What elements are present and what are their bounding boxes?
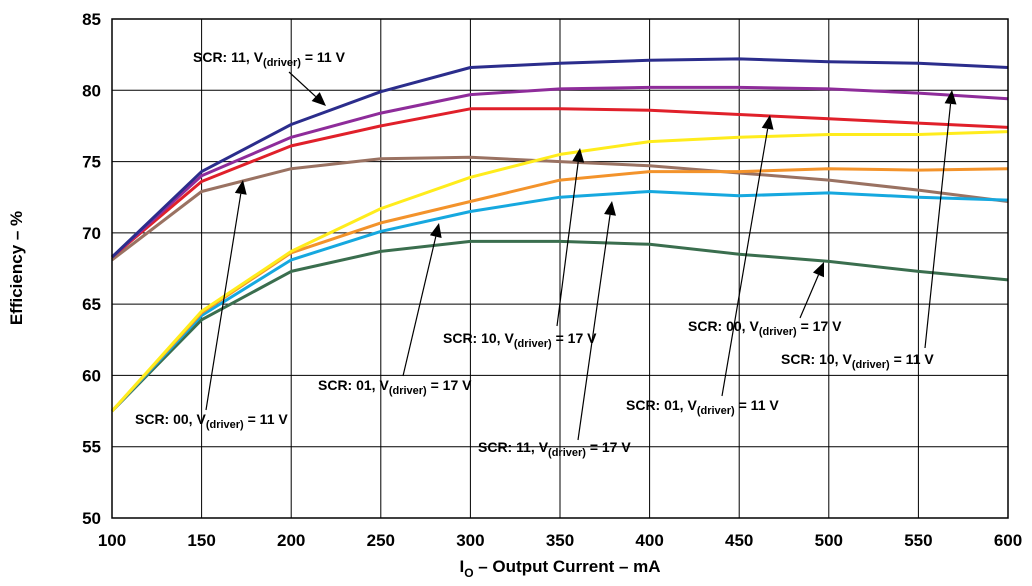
grid [111, 18, 1009, 519]
series-annotation-label: SCR: 00, V(driver) = 17 V [688, 318, 842, 338]
x-tick-label: 150 [187, 531, 215, 550]
series-annotation-label: SCR: 10, V(driver) = 11 V [781, 351, 934, 371]
arrowhead-icon [311, 92, 326, 106]
series-lines [110, 57, 1009, 413]
arrowhead-icon [812, 262, 824, 278]
annotation-leader-line [288, 71, 317, 97]
arrowhead-icon [604, 201, 616, 216]
arrowhead-icon [761, 115, 774, 130]
y-tick-label: 85 [82, 10, 101, 29]
arrowhead-icon [572, 148, 585, 163]
arrowhead-icon [234, 180, 247, 195]
annotation-leader-line [799, 274, 820, 319]
y-tick-label: 55 [82, 438, 101, 457]
annotation-labels: SCR: 11, V(driver) = 11 V SCR: 10, V(driv… [135, 49, 934, 459]
arrowhead-icon [944, 90, 957, 105]
annotation-leader-line [556, 161, 579, 327]
series-line [110, 85, 1009, 259]
arrowhead-icon [429, 223, 442, 239]
y-tick-label: 75 [82, 153, 101, 172]
x-tick-label: 400 [635, 531, 663, 550]
x-axis-title-sub: O [464, 566, 473, 580]
series-line [111, 155, 1009, 262]
annotation-leader-line [924, 103, 952, 349]
tick-labels: 100 150 200 250 300 350 400 450 500 550 600 50 55 60 6… [82, 10, 1022, 550]
plot-frame [111, 18, 1009, 519]
series-annotation-label: SCR: 11, V(driver) = 11 V [193, 49, 346, 69]
annotation-leader-line [205, 193, 242, 411]
x-axis-title-main: I [459, 557, 464, 576]
annotation-leader-line [577, 214, 611, 441]
x-tick-label: 600 [994, 531, 1022, 550]
x-tick-label: 200 [277, 531, 305, 550]
x-tick-label: 550 [904, 531, 932, 550]
series-annotation-label: SCR: 11, V(driver) = 17 V [478, 439, 631, 459]
x-tick-label: 300 [456, 531, 484, 550]
annotation-leader-line [721, 128, 769, 397]
series-annotation-label: SCR: 00, V(driver) = 11 V [135, 411, 288, 431]
y-tick-label: 50 [82, 509, 101, 528]
x-tick-label: 250 [367, 531, 395, 550]
y-tick-label: 80 [82, 81, 101, 100]
series-line [110, 239, 1009, 413]
x-tick-label: 100 [98, 531, 126, 550]
series-annotation-label: SCR: 10, V(driver) = 17 V [443, 330, 597, 350]
x-tick-label: 350 [546, 531, 574, 550]
annotation-leaders [205, 71, 957, 441]
annotation-leader-line [402, 236, 437, 377]
x-axis-title-rest: – Output Current – mA [474, 557, 661, 576]
x-tick-label: 500 [815, 531, 843, 550]
y-tick-label: 70 [82, 224, 101, 243]
y-tick-label: 60 [82, 366, 101, 385]
y-axis-title: Efficiency – % [7, 211, 26, 325]
series-line [110, 130, 1009, 413]
series-annotation-label: SCR: 01, V(driver) = 17 V [318, 377, 472, 397]
series-line [111, 107, 1009, 259]
series-annotation-label: SCR: 01, V(driver) = 11 V [626, 397, 779, 417]
series-line [110, 57, 1009, 259]
x-tick-label: 450 [725, 531, 753, 550]
y-tick-label: 65 [82, 295, 101, 314]
x-axis-title: IO – Output Current – mA [459, 557, 660, 580]
series-line [110, 190, 1009, 413]
